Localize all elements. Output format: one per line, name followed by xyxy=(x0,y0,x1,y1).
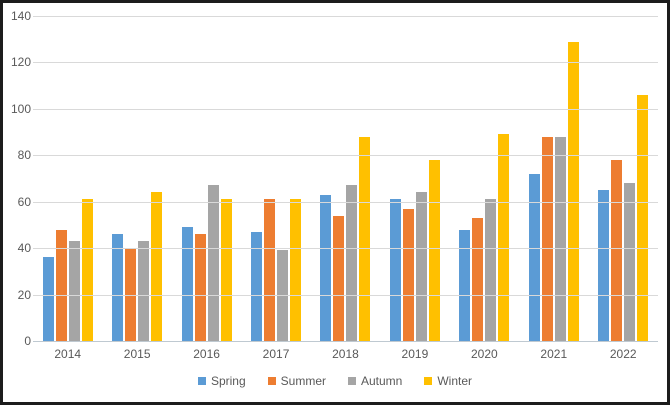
bar-spring-2017 xyxy=(251,231,263,341)
bar-spring-2022 xyxy=(598,190,610,341)
bar-summer-2018 xyxy=(333,215,345,341)
y-axis-label: 100 xyxy=(10,101,31,116)
bar-autumn-2018 xyxy=(346,185,358,341)
gridline xyxy=(33,108,658,110)
legend-label: Autumn xyxy=(361,374,403,388)
bar-winter-2015 xyxy=(151,192,163,341)
gridline xyxy=(33,16,658,17)
y-axis-label: 0 xyxy=(24,334,31,348)
legend-label: Summer xyxy=(280,374,326,388)
x-axis-label-2019: 2019 xyxy=(401,347,429,361)
bar-winter-2022 xyxy=(637,94,649,341)
bar-winter-2019 xyxy=(428,159,440,341)
bars-container xyxy=(33,16,658,341)
gridline xyxy=(33,294,658,296)
x-axis-label-2017: 2017 xyxy=(262,347,290,361)
bar-summer-2016 xyxy=(194,234,206,341)
bar-winter-2014 xyxy=(81,199,93,341)
x-axis: 2014 2015 2016 2017 2018 2019 2020 2021 2022 xyxy=(33,347,658,361)
y-axis-label: 20 xyxy=(17,287,31,302)
bar-autumn-2016 xyxy=(207,185,219,341)
bar-winter-2017 xyxy=(290,199,302,341)
bar-autumn-2014 xyxy=(68,241,80,341)
x-axis-label-2015: 2015 xyxy=(123,347,151,361)
chart-legend: Spring Summer Autumn Winter xyxy=(3,374,667,388)
x-axis-line xyxy=(33,341,658,342)
bar-group-2017 xyxy=(241,16,310,341)
legend-swatch-icon xyxy=(267,377,276,385)
bar-winter-2018 xyxy=(359,136,371,341)
x-axis-label-2022: 2022 xyxy=(609,347,637,361)
legend-swatch-icon xyxy=(424,377,433,385)
bar-spring-2021 xyxy=(528,173,540,341)
bar-summer-2014 xyxy=(55,229,67,341)
bar-group-2016 xyxy=(172,16,241,341)
legend-item-spring: Spring xyxy=(197,374,246,388)
bar-summer-2021 xyxy=(541,136,553,341)
bar-winter-2016 xyxy=(220,199,232,341)
gridline xyxy=(33,201,658,203)
bar-summer-2022 xyxy=(611,159,623,341)
bar-summer-2020 xyxy=(472,217,484,341)
bar-group-2015 xyxy=(102,16,171,341)
legend-label: Spring xyxy=(210,374,246,388)
legend-swatch-icon xyxy=(348,377,356,385)
bar-summer-2019 xyxy=(402,208,414,341)
bar-autumn-2019 xyxy=(415,192,427,341)
x-axis-label-2021: 2021 xyxy=(540,347,568,361)
bar-spring-2019 xyxy=(389,199,401,341)
y-axis-label: 80 xyxy=(17,148,31,163)
y-axis-label: 140 xyxy=(10,9,31,23)
bar-autumn-2021 xyxy=(554,136,566,341)
y-axis: 0 20 40 60 80 100 120 140 xyxy=(3,3,667,402)
legend-item-summer: Summer xyxy=(267,374,326,388)
bar-autumn-2022 xyxy=(624,183,636,341)
x-axis-label-2020: 2020 xyxy=(470,347,498,361)
legend-label: Winter xyxy=(437,374,473,388)
bar-summer-2017 xyxy=(264,199,276,341)
bar-group-2018 xyxy=(311,16,380,341)
plot-area xyxy=(33,16,658,342)
bar-winter-2020 xyxy=(498,134,510,341)
y-axis-label: 60 xyxy=(17,194,31,209)
y-axis-label: 40 xyxy=(17,241,31,256)
x-axis-label-2016: 2016 xyxy=(193,347,220,361)
bar-group-2019 xyxy=(380,16,449,341)
bar-autumn-2015 xyxy=(138,241,150,341)
bar-spring-2018 xyxy=(320,194,332,341)
bar-group-2014 xyxy=(33,16,102,341)
bar-spring-2015 xyxy=(112,234,124,341)
bar-spring-2014 xyxy=(42,257,54,341)
bar-group-2021 xyxy=(519,16,588,341)
bar-spring-2016 xyxy=(181,227,193,341)
gridline xyxy=(33,155,658,157)
bar-autumn-2017 xyxy=(277,250,289,341)
legend-item-autumn: Autumn xyxy=(348,374,402,388)
legend-swatch-icon xyxy=(197,377,206,385)
bar-autumn-2020 xyxy=(485,199,497,341)
y-axis-label: 120 xyxy=(10,55,31,70)
x-axis-label-2014: 2014 xyxy=(54,347,82,361)
gridline xyxy=(33,62,658,64)
bar-group-2022 xyxy=(589,16,658,341)
bar-spring-2020 xyxy=(459,229,471,341)
gridline xyxy=(33,248,658,250)
bar-group-2020 xyxy=(450,16,519,341)
x-axis-label-2018: 2018 xyxy=(332,347,359,361)
bar-winter-2021 xyxy=(567,41,579,341)
legend-item-winter: Winter xyxy=(424,374,472,388)
